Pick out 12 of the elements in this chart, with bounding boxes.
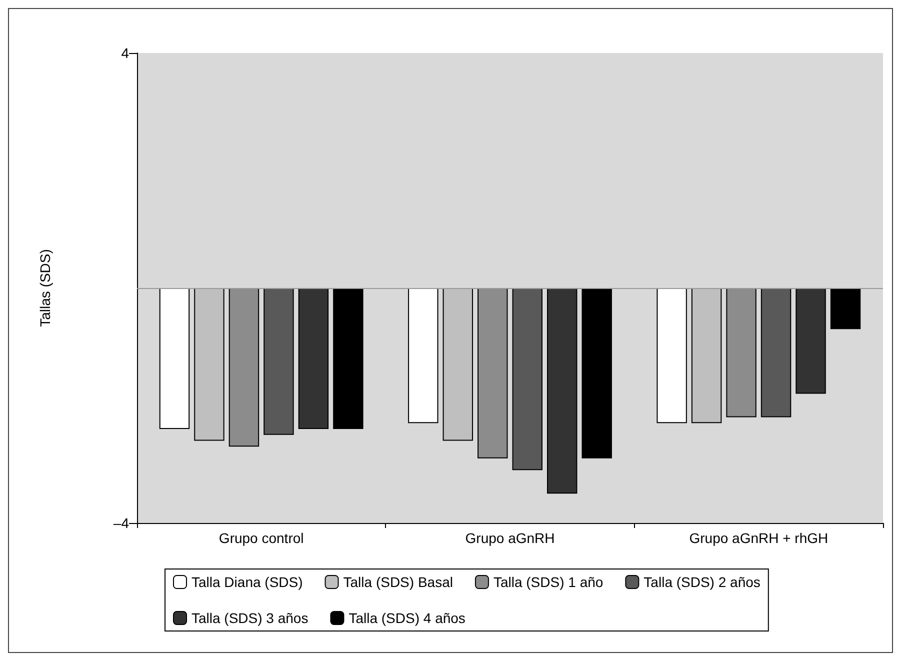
legend-label: Talla Diana (SDS): [192, 574, 303, 590]
x-tick-label: Grupo control: [218, 530, 304, 546]
x-tick-label: Grupo aGnRH: [465, 530, 555, 546]
x-tick-label: Grupo aGnRH + rhGH: [689, 530, 828, 546]
legend-label: Talla (SDS) Basal: [343, 574, 453, 590]
y-tick-label: –4: [113, 515, 130, 531]
legend-label: Talla (SDS) 2 años: [644, 574, 760, 590]
legend-label: Talla (SDS) 1 año: [493, 574, 604, 590]
legend-label: Talla (SDS) 3 años: [192, 610, 308, 626]
y-axis-title: Tallas (SDS): [37, 249, 53, 327]
legend-label: Talla (SDS) 4 años: [348, 610, 466, 626]
y-tick-label: 4: [121, 45, 130, 61]
